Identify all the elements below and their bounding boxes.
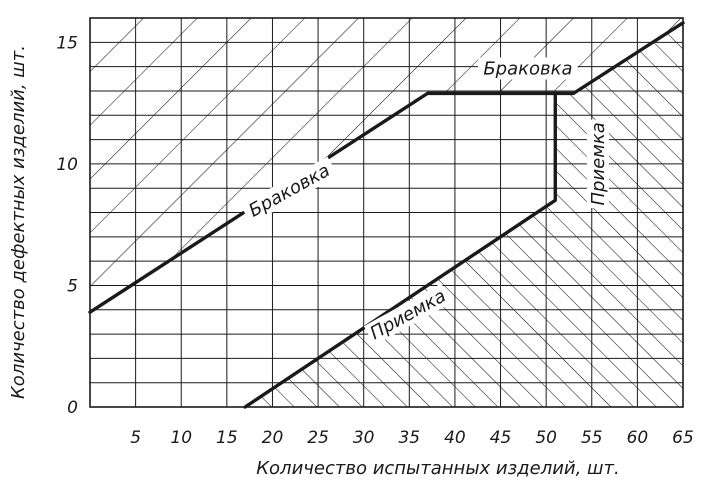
y-axis-title: Количество дефектных изделий, шт. xyxy=(8,45,29,399)
x-tick-label: 65 xyxy=(672,428,694,448)
x-axis-ticks: 5 10 15 20 25 30 35 40 45 50 55 60 65 xyxy=(130,428,694,448)
reject-region-hatch xyxy=(90,18,683,313)
x-tick-label: 60 xyxy=(627,428,649,448)
region-label-background xyxy=(586,119,609,209)
region-label-background xyxy=(478,57,578,80)
x-tick-label: 45 xyxy=(490,428,512,448)
plot-frame xyxy=(89,17,684,408)
y-axis-ticks: 0 5 10 15 xyxy=(56,33,78,418)
reject-boundary-line xyxy=(88,91,557,314)
grid xyxy=(90,18,683,407)
region-label-background xyxy=(240,156,339,225)
x-tick-label: 55 xyxy=(581,428,603,448)
plot-border xyxy=(89,17,684,408)
accept-region-label: Приемка xyxy=(588,122,609,205)
region-label-background xyxy=(363,283,452,346)
accept-region-hatch xyxy=(245,22,683,407)
x-axis-title: Количество испытанных изделий, шт. xyxy=(256,458,619,479)
region-label-group: Приемка xyxy=(586,119,609,209)
x-tick-label: 35 xyxy=(398,428,420,448)
x-tick-label: 15 xyxy=(216,428,238,448)
x-tick-label: 50 xyxy=(535,428,557,448)
y-tick-label: 0 xyxy=(67,398,78,418)
accept-boundary-line xyxy=(243,21,685,409)
x-tick-label: 10 xyxy=(170,428,192,448)
region-label-group: Браковка xyxy=(478,57,578,80)
x-tick-label: 5 xyxy=(130,428,141,448)
x-tick-label: 40 xyxy=(444,428,466,448)
boundary-lines xyxy=(88,21,685,409)
x-tick-label: 20 xyxy=(262,428,284,448)
y-tick-label: 10 xyxy=(56,155,78,175)
hatched-regions xyxy=(90,18,683,407)
y-tick-label: 15 xyxy=(56,33,78,53)
reject-region-label: Браковка xyxy=(483,58,572,79)
x-tick-label: 30 xyxy=(353,428,375,448)
y-tick-label: 5 xyxy=(67,276,78,296)
x-tick-label: 25 xyxy=(307,428,329,448)
